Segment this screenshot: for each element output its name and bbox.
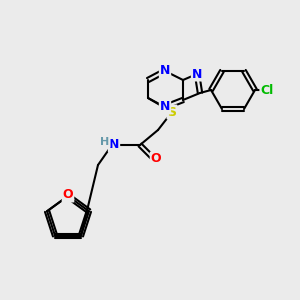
Text: N: N [192, 68, 202, 80]
Text: H: H [100, 137, 109, 147]
Text: N: N [109, 139, 119, 152]
Text: N: N [160, 100, 170, 113]
Text: O: O [151, 152, 161, 166]
Text: N: N [160, 64, 170, 77]
Text: S: S [167, 106, 176, 118]
Text: O: O [63, 188, 73, 202]
Text: Cl: Cl [260, 83, 274, 97]
